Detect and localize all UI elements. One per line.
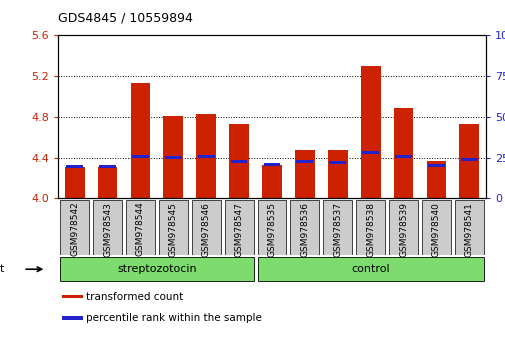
Text: GSM978535: GSM978535: [267, 202, 276, 257]
Bar: [388, 200, 417, 255]
Text: control: control: [350, 264, 389, 274]
Bar: [165, 156, 181, 159]
Bar: [126, 200, 155, 255]
Bar: [323, 200, 351, 255]
Bar: [296, 160, 313, 163]
Bar: [191, 200, 220, 255]
Bar: [460, 158, 477, 161]
Text: streptozotocin: streptozotocin: [117, 264, 196, 274]
Bar: [257, 257, 483, 281]
Bar: [97, 167, 117, 198]
Bar: [394, 155, 411, 158]
Bar: [356, 200, 384, 255]
Bar: [327, 150, 347, 198]
Bar: [66, 165, 83, 168]
Bar: [294, 150, 314, 198]
Bar: [60, 257, 253, 281]
Bar: [229, 124, 248, 198]
Bar: [62, 295, 83, 298]
Bar: [329, 161, 345, 164]
Bar: [426, 161, 445, 198]
Bar: [362, 151, 378, 154]
Bar: [393, 108, 413, 198]
Bar: [197, 155, 214, 158]
Bar: [132, 155, 148, 158]
Text: GSM978539: GSM978539: [398, 202, 407, 257]
Text: GDS4845 / 10559894: GDS4845 / 10559894: [58, 12, 193, 25]
Bar: [290, 200, 319, 255]
Bar: [163, 116, 183, 198]
Bar: [99, 165, 116, 168]
Bar: [454, 200, 483, 255]
Text: GSM978540: GSM978540: [431, 202, 440, 257]
Bar: [262, 165, 281, 198]
Bar: [93, 200, 122, 255]
Text: GSM978541: GSM978541: [464, 202, 473, 257]
Bar: [65, 167, 84, 198]
Text: GSM978537: GSM978537: [333, 202, 341, 257]
Text: agent: agent: [0, 264, 5, 274]
Text: GSM978538: GSM978538: [366, 202, 374, 257]
Text: GSM978536: GSM978536: [300, 202, 309, 257]
Bar: [360, 66, 380, 198]
Text: percentile rank within the sample: percentile rank within the sample: [86, 313, 262, 323]
Bar: [62, 316, 83, 320]
Text: GSM978545: GSM978545: [169, 202, 177, 257]
Bar: [159, 200, 187, 255]
Bar: [421, 200, 450, 255]
Bar: [224, 200, 253, 255]
Text: GSM978544: GSM978544: [136, 202, 144, 256]
Bar: [130, 83, 150, 198]
Text: GSM978546: GSM978546: [201, 202, 210, 257]
Text: transformed count: transformed count: [86, 292, 183, 302]
Bar: [257, 200, 286, 255]
Text: GSM978543: GSM978543: [103, 202, 112, 257]
Bar: [459, 124, 478, 198]
Bar: [196, 114, 216, 198]
Bar: [263, 164, 280, 166]
Text: GSM978547: GSM978547: [234, 202, 243, 257]
Text: GSM978542: GSM978542: [70, 202, 79, 256]
Bar: [230, 160, 247, 163]
Bar: [427, 164, 444, 167]
Bar: [60, 200, 89, 255]
